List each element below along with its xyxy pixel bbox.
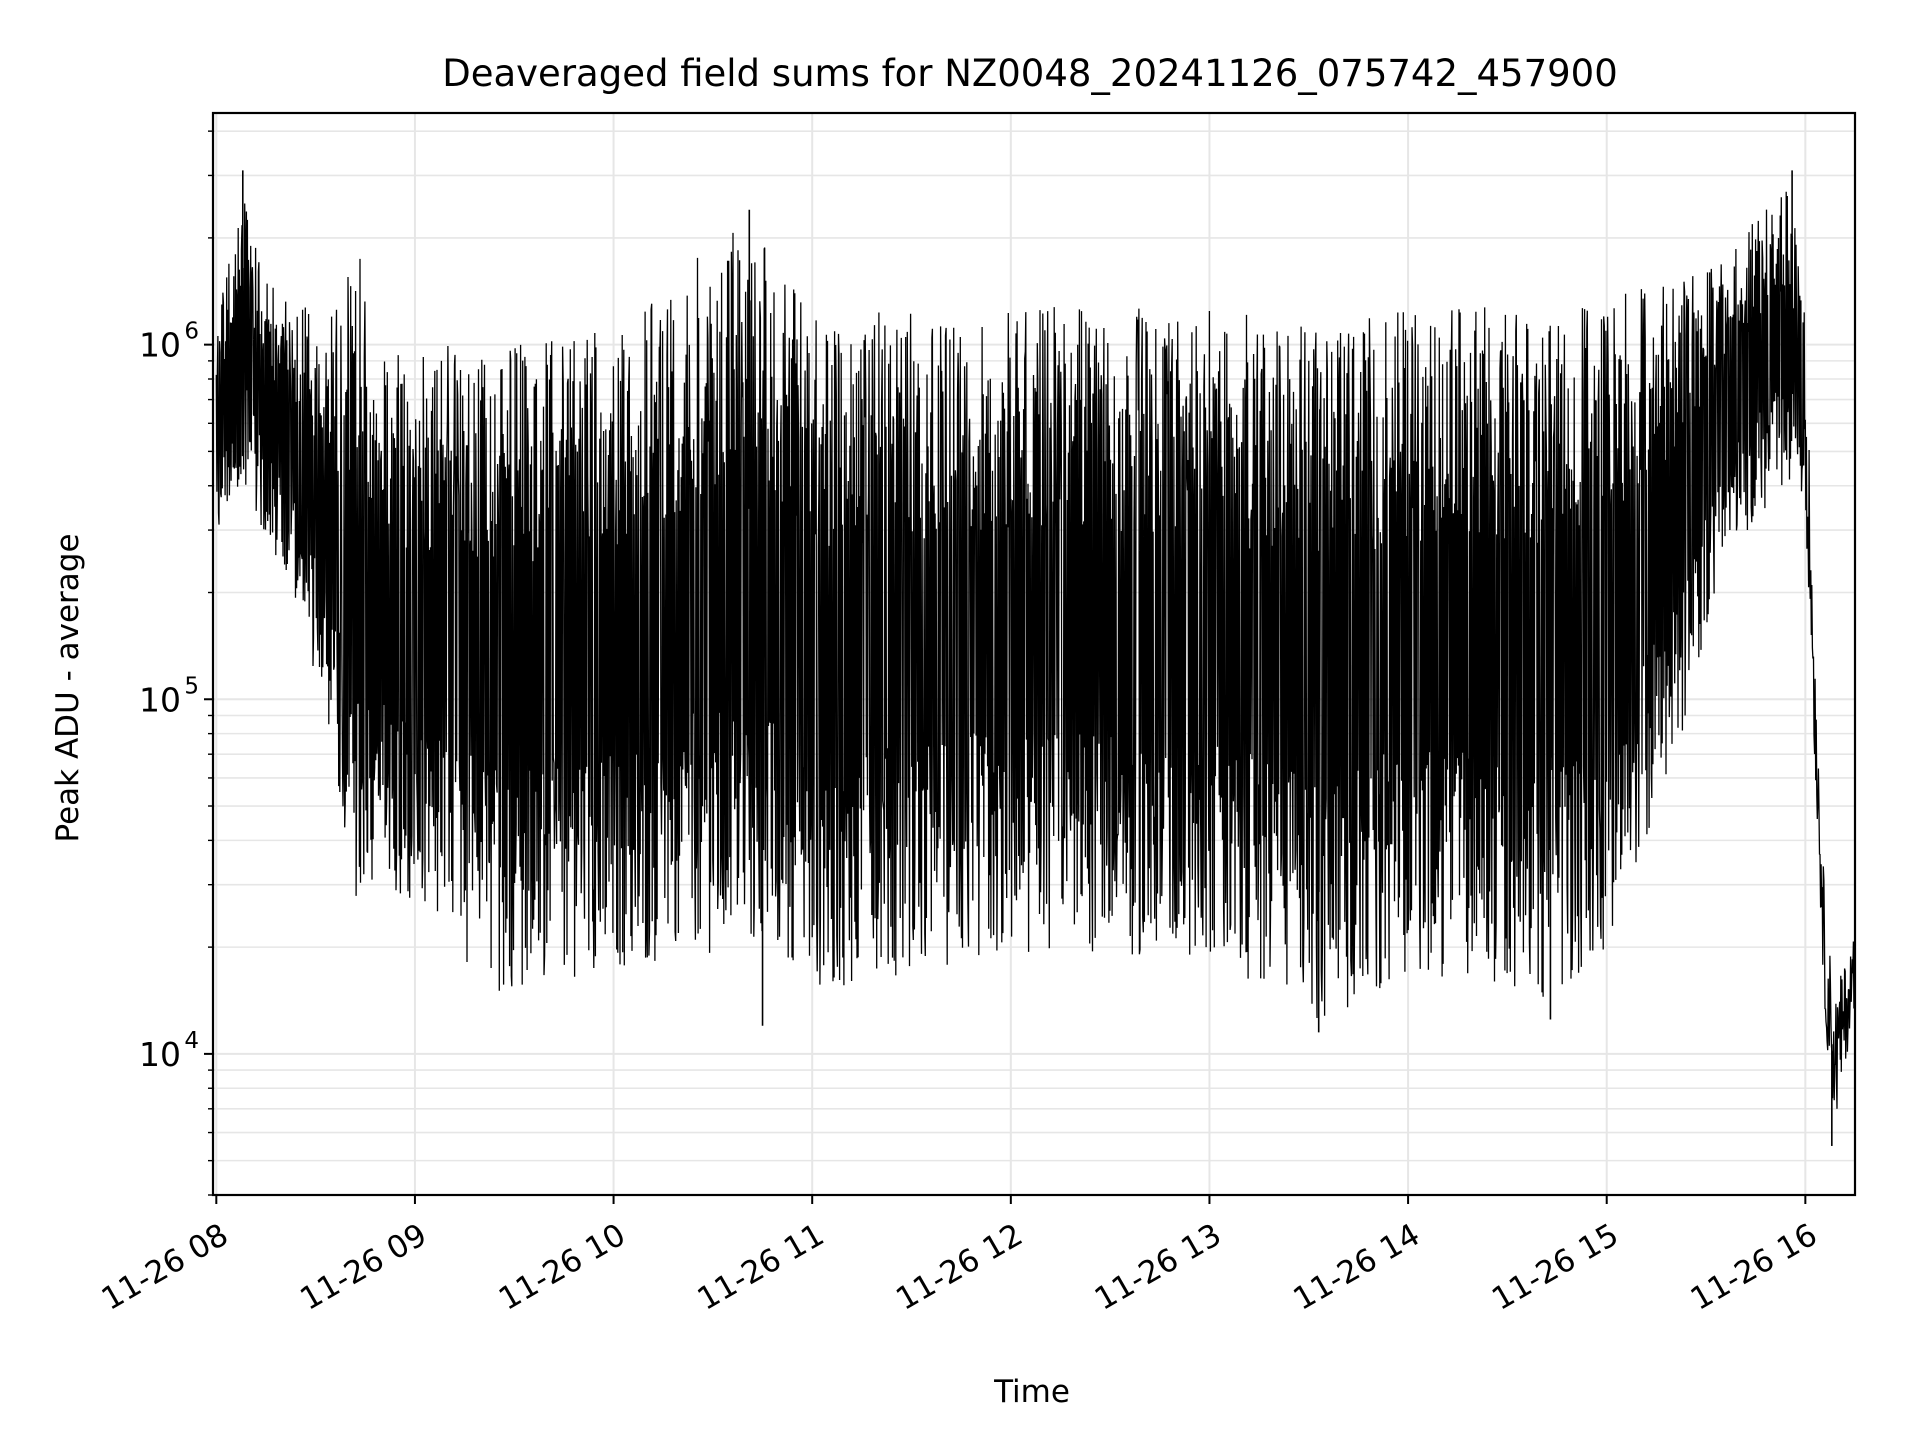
x-axis-label: Time [993,1374,1070,1410]
y-tick-label: 10 [139,680,181,719]
chart-title: Deaveraged field sums for NZ0048_2024112… [442,52,1618,95]
y-tick-label: 10 [139,326,181,365]
y-tick-label: 10 [139,1035,181,1074]
y-tick-exponent: 4 [184,1028,199,1054]
series-trace [215,191,1856,1109]
y-tick-exponent: 6 [184,319,199,345]
plot-frame [211,111,1857,1197]
y-tick-exponent: 5 [184,673,199,699]
y-axis-label: Peak ADU - average [50,533,86,842]
series-line [215,170,1856,1146]
